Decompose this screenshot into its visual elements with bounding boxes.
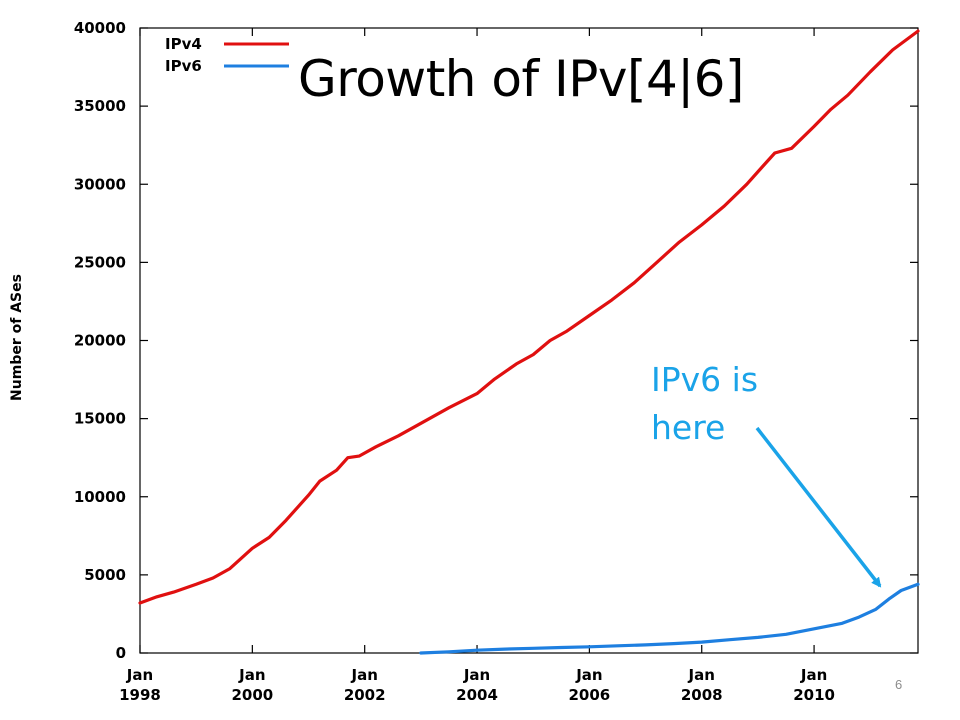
callout-arrow — [755, 426, 882, 588]
y-tick-label: 40000 — [74, 19, 126, 37]
chart-axes: 0 5000 10000 15000 20000 25000 30000 35000 40000… — [9, 19, 919, 704]
y-tick-label: 10000 — [74, 488, 126, 506]
x-tick-label-month: Jan — [575, 666, 602, 684]
chart-series — [138, 29, 920, 655]
x-tick-label-month: Jan — [126, 666, 153, 684]
y-tick-label: 5000 — [84, 566, 126, 584]
x-tick-label-month: Jan — [350, 666, 377, 684]
slide-title: Growth of IPv[4|6] — [298, 50, 744, 108]
y-tick-label: 25000 — [74, 253, 126, 271]
x-tick-label-year: 2010 — [793, 686, 835, 704]
y-tick-label: 20000 — [74, 332, 126, 350]
x-tick-label-year: 2002 — [344, 686, 386, 704]
x-tick-label-month: Jan — [238, 666, 265, 684]
series-line-ipv4 — [138, 29, 920, 605]
x-tick-label-month: Jan — [688, 666, 715, 684]
y-tick-label: 15000 — [74, 410, 126, 428]
chart-legend: IPv4 IPv6 — [165, 35, 289, 75]
callout-text: IPv6 is here — [651, 360, 759, 447]
legend-label-ipv4: IPv4 — [165, 35, 202, 53]
page-number: 6 — [895, 677, 903, 692]
x-tick-label-year: 1998 — [119, 686, 161, 704]
x-tick-label-month: Jan — [800, 666, 827, 684]
y-axis-label: Number of ASes — [9, 274, 25, 401]
y-tick-label: 35000 — [74, 97, 126, 115]
series-line-ipv6 — [419, 582, 920, 655]
legend-label-ipv6: IPv6 — [165, 57, 202, 75]
x-tick-label-year: 2000 — [231, 686, 273, 704]
plot-frame — [139, 27, 919, 654]
callout-arrow-line — [755, 426, 882, 588]
y-tick-label: 0 — [116, 644, 126, 662]
x-tick-label-year: 2004 — [456, 686, 498, 704]
x-tick-label-month: Jan — [463, 666, 490, 684]
x-tick-label-year: 2008 — [681, 686, 723, 704]
x-tick-label-year: 2006 — [569, 686, 611, 704]
y-tick-label: 30000 — [74, 175, 126, 193]
